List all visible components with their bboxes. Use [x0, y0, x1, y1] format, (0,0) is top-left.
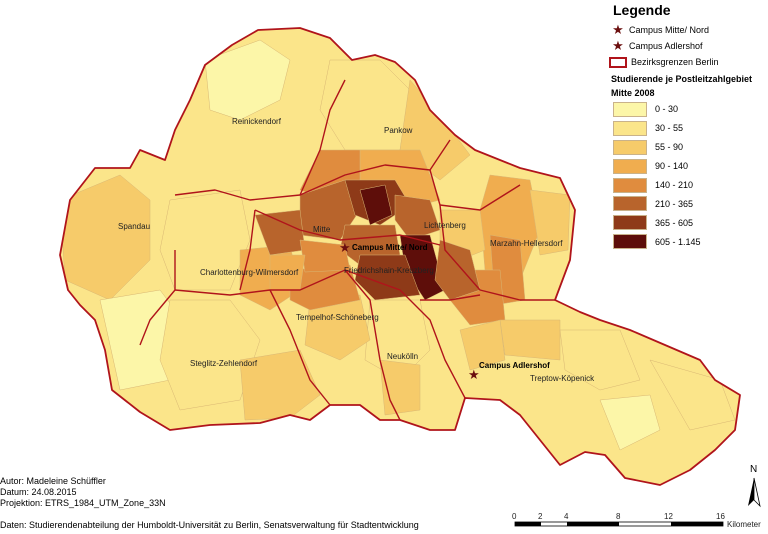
legend-swatch — [613, 234, 647, 250]
postal-area — [529, 189, 571, 256]
postal-area — [159, 189, 251, 291]
legend-campus-mitte: ★ Campus Mitte/ Nord — [607, 22, 768, 38]
campus-adlershof-star-icon: ★ — [468, 368, 480, 383]
district-label-treptow-koepenick: Treptow-Köpenick — [530, 374, 595, 383]
campus-mitte-star-icon: ★ — [339, 241, 351, 256]
legend-swatch — [613, 177, 647, 193]
campus-markers: ★ Campus Mitte/ Nord ★ Campus Adlershof — [339, 241, 550, 383]
postal-area — [559, 329, 641, 391]
legend-period: Mitte 2008 — [611, 88, 655, 98]
legend: Legende ★ Campus Mitte/ Nord ★ Campus Ad… — [607, 0, 768, 251]
district-label-reinickendorf: Reinickendorf — [232, 117, 282, 126]
legend-swatch — [613, 120, 647, 136]
legend-swatch — [613, 158, 647, 174]
scale-tick: 12 — [664, 512, 673, 521]
scale-tick: 4 — [564, 512, 569, 521]
scale-tick: 0 — [512, 512, 517, 521]
legend-class-label: 210 - 365 — [655, 198, 694, 209]
legend-class-row: 365 - 605 — [613, 213, 768, 232]
postal-area — [499, 319, 561, 361]
postal-area — [204, 39, 291, 121]
footer-projection: Projektion: ETRS_1984_UTM_Zone_33N — [0, 498, 166, 508]
north-label: N — [750, 464, 757, 475]
postal-area — [419, 28, 471, 101]
district-boundaries — [59, 27, 741, 486]
district-label-friedrichshain-kreuzberg: Friedrichshain-Kreuzberg — [344, 266, 434, 275]
legend-bezirksgrenzen: Bezirksgrenzen Berlin — [607, 54, 768, 70]
footer-sources: Daten: Studierendenabteilung der Humbold… — [0, 520, 419, 530]
legend-swatch — [613, 101, 647, 117]
legend-title: Legende — [613, 2, 671, 18]
legend-class-row: 30 - 55 — [613, 119, 768, 138]
legend-campus-adlershof-label: Campus Adlershof — [629, 41, 703, 51]
campus-mitte-label: Campus Mitte/ Nord — [352, 243, 428, 252]
district-label-mitte: Mitte — [313, 225, 331, 234]
legend-class-label: 55 - 90 — [655, 142, 684, 153]
legend-class-label: 30 - 55 — [655, 123, 684, 134]
footer-author: Autor: Madeleine Schüffler — [0, 476, 106, 486]
legend-class-row: 0 - 30 — [613, 100, 768, 119]
postal-area — [239, 349, 321, 421]
legend-class-row: 90 - 140 — [613, 157, 768, 176]
postal-area — [459, 319, 506, 371]
campus-adlershof-label: Campus Adlershof — [479, 361, 550, 370]
legend-bezirksgrenzen-label: Bezirksgrenzen Berlin — [631, 57, 719, 67]
postal-area — [359, 184, 393, 226]
district-labels: Reinickendorf Pankow Spandau Mitte Licht… — [118, 117, 595, 383]
postal-area — [599, 394, 661, 451]
legend-class-row: 140 - 210 — [613, 176, 768, 195]
north-arrow: N — [748, 464, 761, 508]
district-label-lichtenberg: Lichtenberg — [424, 221, 466, 230]
district-label-steglitz-zehlendorf: Steglitz-Zehlendorf — [190, 359, 258, 368]
postal-area — [379, 359, 421, 416]
legend-swatch — [613, 139, 647, 155]
district-label-spandau: Spandau — [118, 222, 150, 231]
district-label-tempelhof-schoeneberg: Tempelhof-Schöneberg — [296, 313, 379, 322]
postal-area — [434, 239, 481, 301]
star-icon: ★ — [612, 22, 624, 37]
district-label-pankow: Pankow — [384, 126, 413, 135]
legend-class-label: 140 - 210 — [655, 180, 694, 190]
scale-bar: 0 2 4 8 12 16 Kilometer — [512, 512, 761, 529]
district-label-neukoelln: Neukölln — [387, 352, 418, 361]
scale-tick: 8 — [616, 512, 621, 521]
legend-class-label: 365 - 605 — [655, 217, 694, 228]
legend-swatch — [613, 215, 647, 231]
legend-class-row: 55 - 90 — [613, 138, 768, 157]
scale-tick: 2 — [538, 512, 543, 521]
postal-area — [354, 254, 421, 301]
district-label-marzahn-hellersdorf: Marzahn-Hellersdorf — [490, 239, 563, 248]
legend-subtitle: Studierende je Postleitzahlgebiet — [611, 74, 753, 84]
boundary-swatch — [609, 56, 627, 68]
legend-classes: 0 - 30 30 - 55 55 - 90 90 - 140 140 - 210 210… — [613, 100, 768, 251]
legend-class-row: 605 - 1.145 — [613, 232, 768, 251]
postal-areas — [60, 28, 736, 451]
legend-campus-adlershof: ★ Campus Adlershof — [607, 38, 768, 54]
legend-class-label: 90 - 140 — [655, 161, 689, 172]
legend-class-label: 605 - 1.145 — [655, 236, 701, 247]
postal-area — [159, 299, 261, 411]
footer-date: Datum: 24.08.2015 — [0, 487, 77, 497]
legend-campus-mitte-label: Campus Mitte/ Nord — [629, 25, 710, 35]
legend-class-row: 210 - 365 — [613, 194, 768, 213]
scale-unit: Kilometer — [727, 520, 761, 529]
postal-area — [649, 359, 736, 431]
scale-tick: 16 — [716, 512, 725, 521]
district-label-charlottenburg-wilmersdorf: Charlottenburg-Wilmersdorf — [200, 268, 299, 277]
star-icon: ★ — [612, 38, 624, 53]
legend-class-label: 0 - 30 — [655, 104, 679, 115]
legend-swatch — [613, 196, 647, 212]
